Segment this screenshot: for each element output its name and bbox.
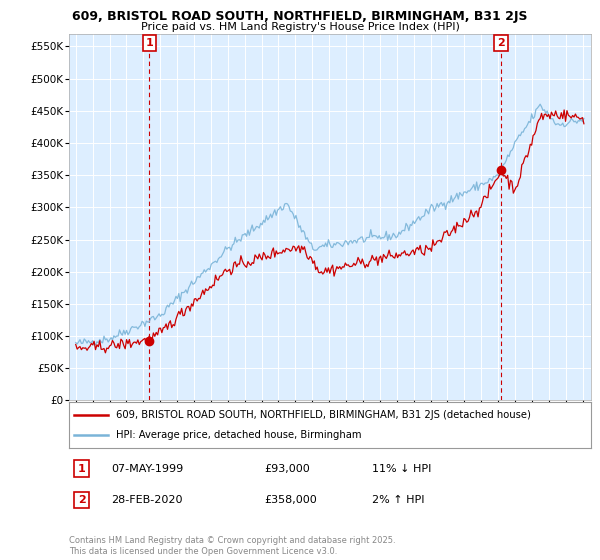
Text: 2: 2 [497, 38, 505, 48]
Text: 2% ↑ HPI: 2% ↑ HPI [372, 495, 425, 505]
Text: 1: 1 [78, 464, 85, 474]
Text: 609, BRISTOL ROAD SOUTH, NORTHFIELD, BIRMINGHAM, B31 2JS (detached house): 609, BRISTOL ROAD SOUTH, NORTHFIELD, BIR… [116, 410, 531, 420]
Text: £93,000: £93,000 [264, 464, 310, 474]
Text: 07-MAY-1999: 07-MAY-1999 [111, 464, 183, 474]
Text: 609, BRISTOL ROAD SOUTH, NORTHFIELD, BIRMINGHAM, B31 2JS: 609, BRISTOL ROAD SOUTH, NORTHFIELD, BIR… [72, 10, 528, 23]
Text: 11% ↓ HPI: 11% ↓ HPI [372, 464, 431, 474]
Text: £358,000: £358,000 [264, 495, 317, 505]
Text: 2: 2 [78, 495, 85, 505]
Text: 28-FEB-2020: 28-FEB-2020 [111, 495, 182, 505]
Text: 1: 1 [146, 38, 153, 48]
Text: Price paid vs. HM Land Registry's House Price Index (HPI): Price paid vs. HM Land Registry's House … [140, 22, 460, 32]
Text: HPI: Average price, detached house, Birmingham: HPI: Average price, detached house, Birm… [116, 430, 361, 440]
Text: Contains HM Land Registry data © Crown copyright and database right 2025.
This d: Contains HM Land Registry data © Crown c… [69, 536, 395, 556]
